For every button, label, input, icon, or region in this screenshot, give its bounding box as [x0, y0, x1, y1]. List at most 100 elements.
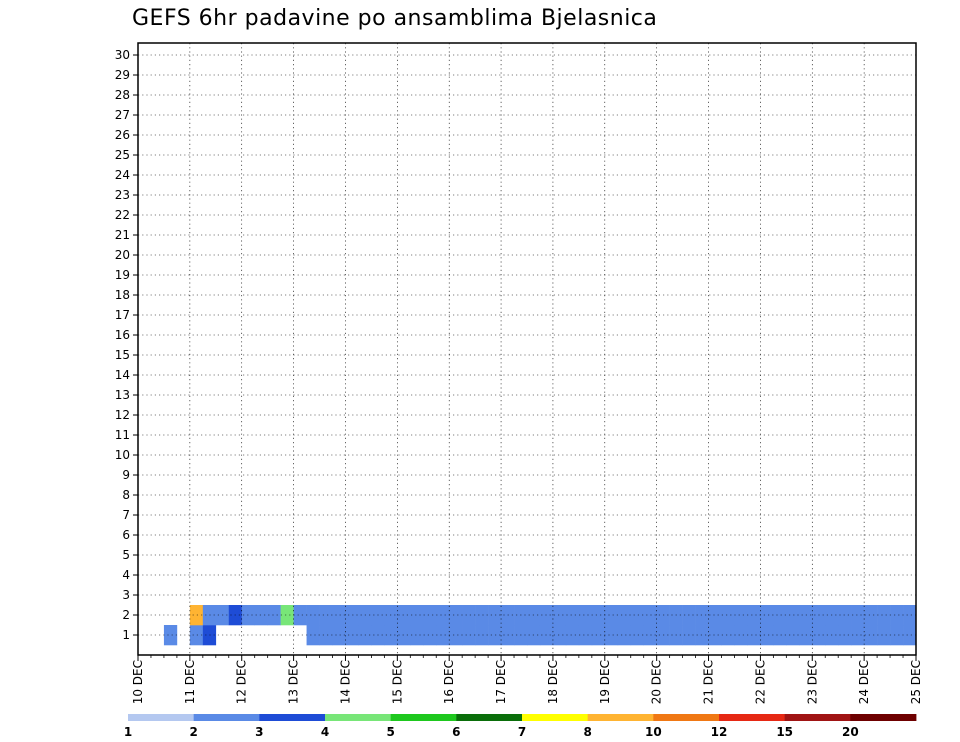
heatmap-cell [734, 605, 748, 626]
legend-label: 5 [386, 725, 394, 739]
x-tick-label: 17 DEC [494, 660, 508, 704]
heatmap-cell [306, 605, 320, 626]
legend-label: 10 [645, 725, 662, 739]
heatmap-cell [760, 625, 774, 646]
heatmap-cell [864, 605, 878, 626]
y-tick-label: 11 [115, 428, 130, 442]
legend-label: 1 [124, 725, 132, 739]
heatmap-cell [462, 625, 476, 646]
heatmap-cell [721, 605, 735, 626]
y-tick-label: 13 [115, 388, 130, 402]
x-tick-label: 20 DEC [650, 660, 664, 704]
x-tick-label: 25 DEC [909, 660, 923, 704]
heatmap-cell [189, 625, 204, 646]
x-tick-label: 15 DEC [390, 660, 404, 704]
x-tick-label: 16 DEC [442, 660, 456, 704]
x-tick-label: 18 DEC [546, 660, 560, 704]
legend-swatch [325, 714, 392, 721]
y-tick-label: 23 [115, 188, 130, 202]
x-tick-label: 24 DEC [857, 660, 871, 704]
heatmap-cell [539, 605, 554, 626]
heatmap-cell [449, 605, 463, 626]
y-tick-label: 10 [115, 448, 130, 462]
heatmap-cell [877, 625, 891, 646]
y-tick-label: 19 [115, 268, 130, 282]
heatmap-cell [643, 605, 657, 626]
y-tick-label: 5 [122, 548, 130, 562]
heatmap-cell [254, 605, 268, 626]
x-axis: 10 DEC 11 DEC 12 DEC 13 DEC 14 DEC 15 DEC 16 D… [131, 655, 923, 704]
heatmap-cell [345, 625, 359, 646]
y-tick-label: 21 [115, 228, 130, 242]
heatmap-cell [877, 605, 891, 626]
chart-title: GEFS 6hr padavine po ansamblima Bjelasni… [132, 6, 658, 31]
legend-swatch [784, 714, 851, 721]
legend-label: 8 [583, 725, 591, 739]
heatmap-cell [397, 625, 411, 646]
legend-label: 7 [518, 725, 526, 739]
heatmap-cell [436, 625, 450, 646]
legend-swatch [390, 714, 457, 721]
heatmap-cell [617, 625, 632, 646]
heatmap-cell [423, 625, 437, 646]
cells-layer [163, 605, 917, 646]
heatmap-cell [306, 625, 320, 646]
heatmap-cell [617, 605, 632, 626]
x-tick-label: 22 DEC [753, 660, 767, 704]
heatmap-cell [851, 625, 865, 646]
y-tick-label: 4 [122, 568, 130, 582]
heatmap-cell [410, 625, 424, 646]
heatmap-cell [552, 605, 567, 626]
heatmap-cell [604, 605, 619, 626]
heatmap-cell [565, 605, 580, 626]
color-legend: 1 2 3 4 5 6 7 8 10 12 15 20 [124, 714, 917, 739]
y-tick-label: 12 [115, 408, 130, 422]
heatmap-cell [293, 605, 307, 626]
y-tick-label: 29 [115, 68, 130, 82]
y-tick-label: 16 [115, 328, 130, 342]
heatmap-cell [578, 625, 593, 646]
y-tick-label: 28 [115, 88, 130, 102]
y-tick-label: 1 [122, 628, 130, 642]
y-tick-label: 17 [115, 308, 130, 322]
heatmap-cell [410, 605, 424, 626]
x-tick-label: 12 DEC [235, 660, 249, 704]
x-tick-label: 19 DEC [598, 660, 612, 704]
heatmap-cell [643, 625, 657, 646]
x-tick-label: 13 DEC [287, 660, 301, 704]
heatmap-cell [280, 605, 294, 626]
heatmap-cell [604, 625, 619, 646]
heatmap-cell [773, 605, 787, 626]
y-tick-label: 22 [115, 208, 130, 222]
heatmap-cell [475, 605, 489, 626]
legend-label: 20 [842, 725, 859, 739]
heatmap-cell [630, 625, 644, 646]
plot-frame [137, 42, 917, 656]
heatmap-cell [734, 625, 748, 646]
y-tick-label: 18 [115, 288, 130, 302]
y-axis: 1234567891011121314151617181920212223242… [115, 48, 138, 642]
heatmap-cell [786, 625, 800, 646]
heatmap-cell [539, 625, 554, 646]
heatmap-cell [488, 605, 502, 626]
y-tick-label: 25 [115, 148, 130, 162]
y-tick-label: 14 [115, 368, 130, 382]
heatmap-cell [397, 605, 411, 626]
heatmap-cell [630, 605, 644, 626]
y-tick-label: 24 [115, 168, 130, 182]
x-tick-label: 14 DEC [338, 660, 352, 704]
heatmap-cell [760, 605, 774, 626]
heatmap-cell [189, 605, 204, 626]
heatmap-cell [578, 605, 593, 626]
y-tick-label: 7 [122, 508, 130, 522]
heatmap-cell [436, 605, 450, 626]
x-tick-label: 11 DEC [183, 660, 197, 704]
heatmap-cell [332, 625, 346, 646]
heatmap-cell [345, 605, 359, 626]
legend-label: 12 [711, 725, 728, 739]
y-tick-label: 20 [115, 248, 130, 262]
legend-swatch [719, 714, 786, 721]
y-tick-label: 30 [115, 48, 130, 62]
legend-swatch [587, 714, 654, 721]
